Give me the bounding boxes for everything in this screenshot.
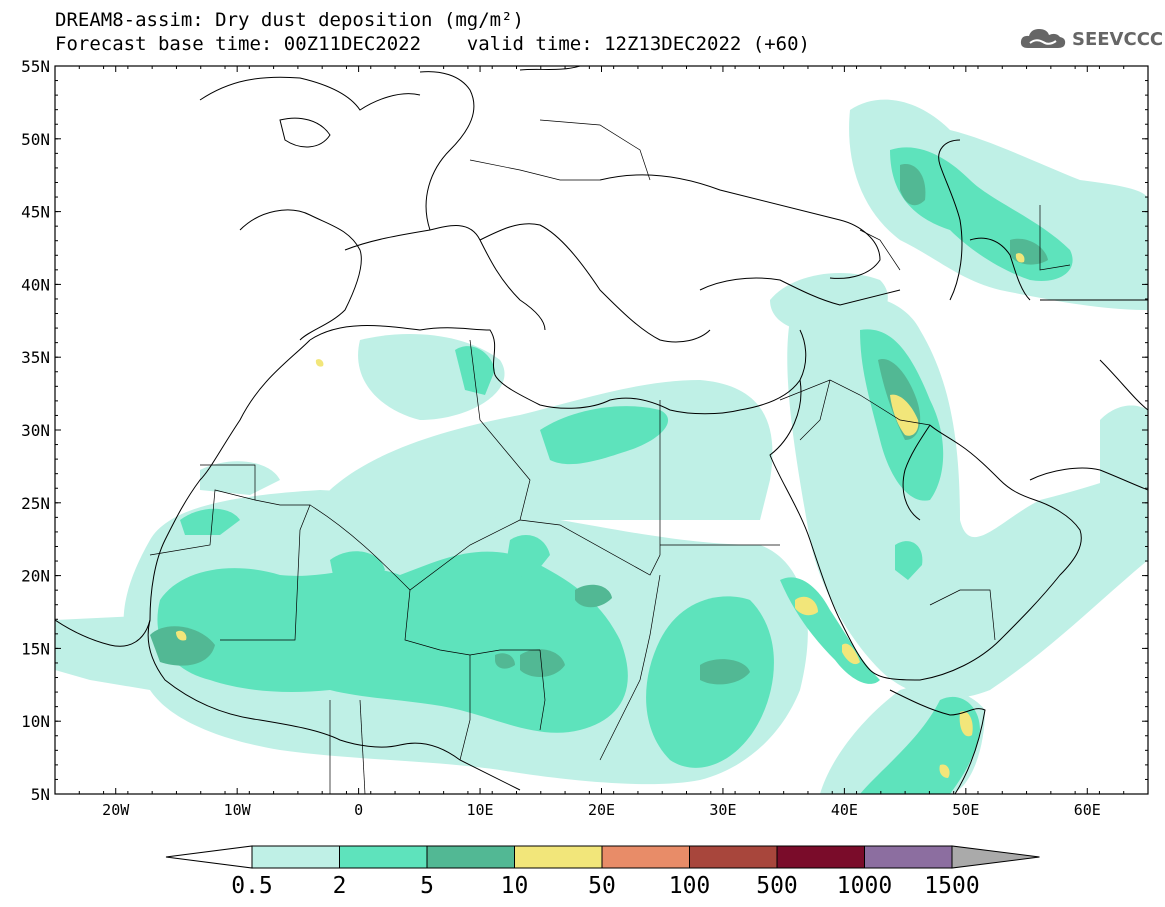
colorbar-label: 1000 [837,873,892,899]
colorbar [165,845,1040,869]
colorbar-label: 100 [669,873,711,899]
colorbar-segment [689,845,778,869]
lat-label: 40N [21,275,50,294]
colorbar-label: 2 [333,873,347,899]
cloud-icon [1020,29,1066,48]
deposition-very-high [176,253,1025,778]
longitude-labels: 20W 10W 0 10E 20E 30E 40E 50E 60E [102,801,1101,819]
lat-label: 55N [21,57,50,76]
deposition-high [150,164,1048,685]
lon-label: 0 [354,801,363,819]
lat-label: 15N [21,639,50,658]
lon-label: 10W [224,801,252,819]
coastlines [55,66,1148,794]
colorbar-segment [251,845,340,869]
lon-label: 30E [709,801,736,819]
lon-label: 60E [1074,801,1101,819]
deposition-moderate [157,147,1073,794]
colorbar-segment [776,845,865,869]
lon-label: 20W [102,801,130,819]
latitude-labels: 55N 50N 45N 40N 35N 30N 25N 20N 15N 10N 5N [21,57,50,804]
map-title: DREAM8-assim: Dry dust deposition (mg/m²… [55,9,524,31]
colorbar-label: 0.5 [231,873,273,899]
colorbar-label: 50 [588,873,616,899]
axis-ticks [54,65,1149,795]
lon-label: 50E [952,801,979,819]
colorbar-label: 10 [501,873,529,899]
country-borders [149,119,1071,794]
lat-label: 5N [31,785,50,804]
lat-label: 25N [21,494,50,513]
colorbar-segment [514,845,603,869]
colorbar-label: 5 [420,873,434,899]
map-subtitle: Forecast base time: 00Z11DEC2022 valid t… [55,33,810,55]
colorbar-label: 1500 [924,873,979,899]
logo-text: SEEVCCC [1072,28,1164,50]
colorbar-over-arrow [951,845,1040,869]
lat-label: 20N [21,567,50,586]
lon-label: 20E [588,801,615,819]
colorbar-labels: 0.5 2 5 10 50 100 500 1000 1500 [231,873,979,899]
colorbar-segment [864,845,953,869]
lat-label: 10N [21,712,50,731]
colorbar-label: 500 [756,873,798,899]
colorbar-segment [339,845,428,869]
lon-label: 40E [831,801,858,819]
lat-label: 45N [21,203,50,222]
colorbar-under-arrow [165,845,253,869]
colorbar-segment [601,845,690,869]
lat-label: 50N [21,130,50,149]
lon-label: 10E [467,801,494,819]
seevccc-logo: SEEVCCC [1018,24,1163,54]
colorbar-segment [426,845,515,869]
lat-label: 35N [21,348,50,367]
lat-label: 30N [21,421,50,440]
